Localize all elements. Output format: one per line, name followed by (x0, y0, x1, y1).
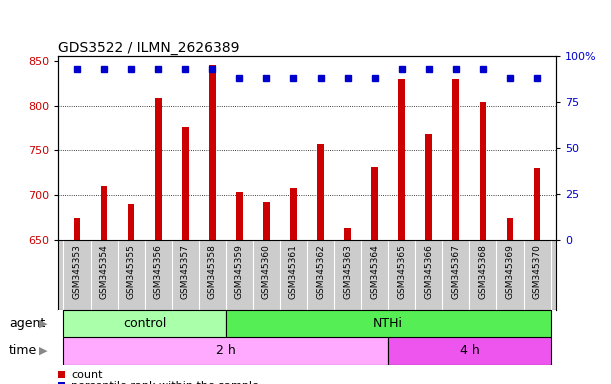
Bar (64, 310, 226, 337)
Text: GSM345368: GSM345368 (478, 244, 488, 299)
Text: GSM345366: GSM345366 (424, 244, 433, 299)
Text: GSM345359: GSM345359 (235, 244, 244, 299)
Text: GSM345369: GSM345369 (505, 244, 514, 299)
Bar (73, 218, 81, 240)
Text: GSM345357: GSM345357 (181, 244, 190, 299)
Text: GSM345364: GSM345364 (370, 244, 379, 299)
Text: GSM345362: GSM345362 (316, 244, 325, 299)
Bar (317, 144, 324, 240)
Text: agent: agent (9, 317, 45, 330)
Bar (209, 65, 216, 240)
Text: NTHi: NTHi (373, 317, 403, 330)
Bar (398, 79, 405, 240)
Text: GSM345354: GSM345354 (100, 244, 109, 299)
Bar (480, 102, 486, 240)
Bar (453, 79, 459, 240)
Text: GSM345363: GSM345363 (343, 244, 352, 299)
Text: GSM345370: GSM345370 (533, 244, 541, 299)
Bar (344, 228, 351, 240)
Bar (388, 337, 551, 365)
Text: GDS3522 / ILMN_2626389: GDS3522 / ILMN_2626389 (58, 41, 240, 55)
Bar (101, 185, 108, 240)
Text: time: time (9, 344, 37, 358)
Text: 2 h: 2 h (216, 344, 236, 358)
Text: GSM345353: GSM345353 (73, 244, 81, 299)
Text: GSM345355: GSM345355 (126, 244, 136, 299)
Text: ▶: ▶ (38, 318, 47, 328)
Bar (64, 337, 388, 365)
Bar (263, 202, 270, 240)
Bar (533, 167, 541, 240)
Text: 4 h: 4 h (459, 344, 479, 358)
Text: GSM345360: GSM345360 (262, 244, 271, 299)
Bar (371, 167, 378, 240)
Bar (155, 98, 161, 240)
Bar (226, 310, 551, 337)
Text: GSM345367: GSM345367 (452, 244, 460, 299)
Text: ▶: ▶ (38, 346, 47, 356)
Text: GSM345356: GSM345356 (154, 244, 163, 299)
Bar (182, 127, 189, 240)
Bar (507, 218, 513, 240)
Text: GSM345365: GSM345365 (397, 244, 406, 299)
Text: control: control (123, 317, 166, 330)
Bar (290, 188, 297, 240)
Text: GSM345358: GSM345358 (208, 244, 217, 299)
Bar (236, 192, 243, 240)
Text: count: count (71, 369, 103, 379)
Text: GSM345361: GSM345361 (289, 244, 298, 299)
Bar (425, 134, 432, 240)
Bar (128, 204, 134, 240)
Text: percentile rank within the sample: percentile rank within the sample (71, 381, 259, 384)
